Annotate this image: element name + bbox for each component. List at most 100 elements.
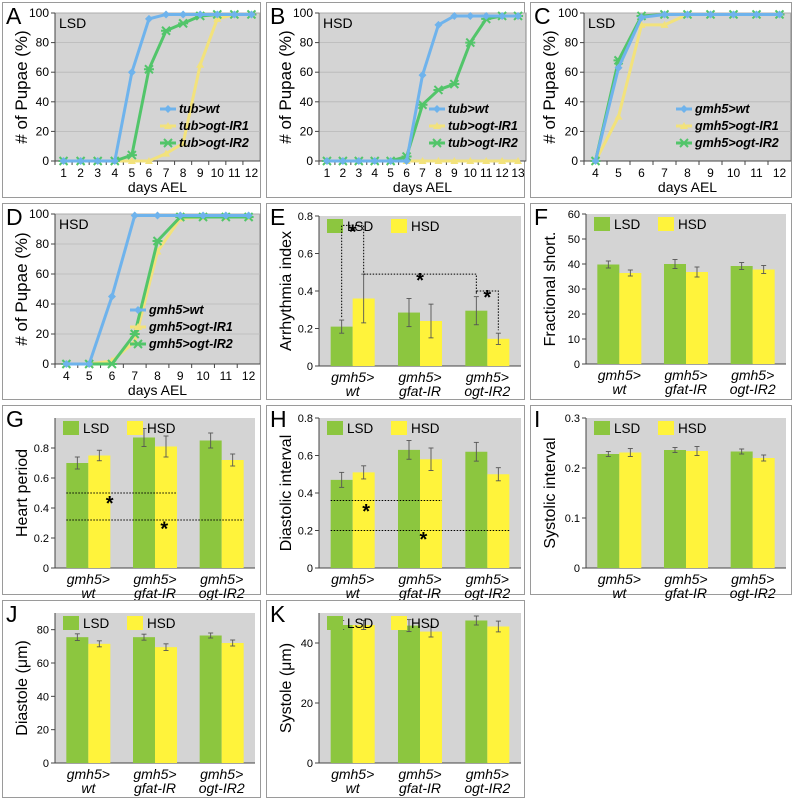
x-tick-label: 12 bbox=[773, 166, 787, 180]
y-tick-label: 0.8 bbox=[298, 413, 313, 425]
data-point bbox=[498, 157, 507, 164]
bar bbox=[352, 472, 375, 568]
x-tick-label: 11 bbox=[480, 166, 493, 180]
panel-k: 0 20 40 Systole (μm) gmh5> wt gmh5> gfat-IR gmh5… bbox=[266, 600, 525, 798]
category-label-bottom: gfat-IR bbox=[134, 585, 176, 601]
legend-marker bbox=[133, 339, 143, 349]
legend-label: HSD bbox=[678, 421, 707, 436]
legend-label: HSD bbox=[147, 616, 176, 631]
x-axis-label: days AEL bbox=[393, 179, 452, 195]
data-point bbox=[107, 292, 116, 301]
y-tick-label: 0 bbox=[43, 563, 49, 575]
y-tick-label: 0.6 bbox=[298, 451, 313, 463]
x-tick-label: 6 bbox=[109, 369, 116, 383]
data-point bbox=[144, 157, 153, 164]
y-tick-label: 0.6 bbox=[34, 473, 49, 485]
bar bbox=[398, 312, 420, 366]
bar bbox=[352, 625, 375, 763]
category-label-top: gmh5> bbox=[664, 571, 707, 587]
legend-swatch bbox=[594, 217, 610, 231]
y-tick-label: 50 bbox=[568, 234, 580, 246]
data-point bbox=[322, 157, 331, 165]
legend-swatch bbox=[327, 421, 343, 435]
legend-entry: gmh5>wt bbox=[130, 303, 204, 317]
legend-swatch bbox=[658, 217, 674, 231]
data-point bbox=[354, 157, 363, 165]
y-tick-label: 0 bbox=[307, 361, 313, 373]
series-tub-wt bbox=[322, 11, 523, 165]
category-label-top: gmh5> bbox=[466, 369, 509, 385]
category-label-bottom: wt bbox=[81, 585, 96, 601]
legend-label: gmh5>ogt-IR2 bbox=[694, 136, 779, 150]
data-point bbox=[637, 13, 646, 22]
bar bbox=[664, 450, 686, 568]
legend-label: tub>wt bbox=[448, 102, 489, 116]
data-point bbox=[244, 211, 253, 220]
x-tick-label: 2 bbox=[77, 166, 84, 180]
category-label-bottom: gfat-IR bbox=[399, 585, 441, 601]
bar bbox=[487, 626, 510, 763]
bar bbox=[730, 451, 753, 568]
category-label-bottom: ogt-IR2 bbox=[730, 381, 776, 397]
bar bbox=[352, 298, 375, 366]
data-point bbox=[466, 157, 475, 164]
y-tick-label: 20 bbox=[36, 327, 50, 341]
plot-area bbox=[54, 12, 261, 162]
category-label-bottom: wt bbox=[346, 780, 361, 796]
data-point bbox=[434, 20, 443, 29]
category-label-top: gmh5> bbox=[67, 766, 110, 782]
x-tick-label: 4 bbox=[371, 166, 378, 180]
bar bbox=[752, 458, 775, 568]
x-tick-label: 4 bbox=[63, 369, 70, 383]
panel-a: 0 20 40 60 80 100 # of Pupae (%) 1 2 3 4 5 6 7 8 9 10 11 1… bbox=[2, 2, 261, 198]
x-tick-label: 5 bbox=[615, 166, 622, 180]
data-point bbox=[418, 71, 427, 80]
bar bbox=[619, 452, 642, 568]
data-point bbox=[59, 157, 68, 165]
category-label-bottom: gfat-IR bbox=[399, 383, 441, 399]
y-tick-label: 0.2 bbox=[34, 533, 49, 545]
x-tick-label: 5 bbox=[129, 166, 136, 180]
x-tick-label: 6 bbox=[403, 166, 410, 180]
data-point bbox=[130, 211, 139, 220]
bar bbox=[420, 321, 442, 366]
y-tick-label: 80 bbox=[36, 36, 50, 50]
y-tick-label: 0.1 bbox=[565, 513, 580, 525]
data-point bbox=[85, 360, 94, 368]
y-tick-label: 40 bbox=[300, 95, 314, 109]
significance-star: * bbox=[362, 501, 370, 523]
x-tick-label: 6 bbox=[146, 166, 153, 180]
legend-swatch bbox=[658, 421, 674, 435]
y-tick-label: 100 bbox=[558, 6, 578, 20]
bar bbox=[330, 625, 353, 763]
x-tick-label: 11 bbox=[220, 369, 233, 383]
legend-label: tub>ogt-IR2 bbox=[448, 136, 518, 150]
bar bbox=[686, 451, 708, 568]
bar bbox=[420, 459, 442, 568]
data-point bbox=[143, 64, 154, 74]
bar bbox=[686, 272, 708, 364]
y-tick-label: 0.2 bbox=[298, 526, 313, 538]
significance-star: * bbox=[349, 221, 357, 243]
legend-swatch bbox=[327, 616, 343, 630]
legend-swatch bbox=[63, 616, 79, 630]
x-tick-label: 7 bbox=[419, 166, 426, 180]
y-tick-label: 0 bbox=[307, 563, 313, 575]
x-axis-label: days AEL bbox=[128, 179, 187, 195]
y-tick-label: 80 bbox=[300, 36, 314, 50]
y-tick-label: 60 bbox=[36, 65, 50, 79]
data-point bbox=[514, 157, 523, 164]
data-point bbox=[144, 14, 153, 23]
category-label-top: gmh5> bbox=[731, 571, 774, 587]
data-point bbox=[498, 11, 507, 20]
bar bbox=[398, 625, 420, 763]
legend-marker bbox=[680, 105, 688, 113]
y-tick-label: 0.4 bbox=[298, 488, 313, 500]
bar bbox=[221, 643, 244, 763]
bar bbox=[66, 637, 89, 763]
data-point bbox=[417, 100, 428, 110]
panel-letter: C bbox=[534, 3, 551, 29]
data-point bbox=[433, 85, 444, 95]
